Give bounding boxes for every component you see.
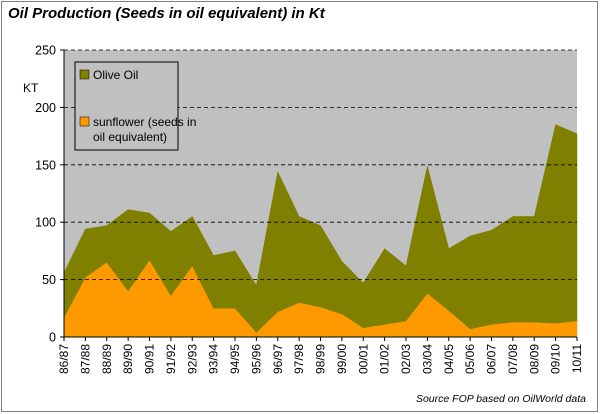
x-tick-label: 94/95 — [228, 344, 242, 374]
legend-label-olive-oil: Olive Oil — [93, 68, 138, 82]
x-tick-label: 05/06 — [463, 344, 477, 374]
x-tick-label: 04/05 — [442, 344, 456, 374]
x-tick-label: 10/11 — [570, 344, 584, 373]
x-tick-label: 93/94 — [207, 344, 221, 374]
x-tick-label: 08/09 — [527, 344, 541, 374]
y-tick-label-50: 50 — [42, 273, 56, 287]
x-tick-label: 95/96 — [249, 344, 263, 374]
legend-label-sunflower-line2: oil equivalent) — [93, 130, 167, 144]
x-tick-label: 87/88 — [78, 344, 92, 374]
x-tick-label: 91/92 — [164, 344, 178, 374]
x-tick-label: 90/91 — [143, 344, 157, 374]
y-tick-label-0: 0 — [49, 331, 56, 345]
y-tick-label-200: 200 — [35, 101, 56, 115]
x-tick-label: 97/98 — [292, 344, 306, 374]
x-tick-label: 06/07 — [485, 344, 499, 374]
y-tick-label-150: 150 — [35, 158, 56, 172]
x-tick-label: 00/01 — [356, 344, 370, 374]
area-olive-oil — [63, 124, 578, 333]
legend-swatch-sunflower — [79, 116, 90, 127]
x-tick-label: 09/10 — [549, 344, 563, 374]
legend-label-sunflower-line1: sunflower (seeds in — [93, 115, 196, 129]
x-tick-label: 03/04 — [420, 344, 434, 374]
x-tick-label: 99/00 — [335, 344, 349, 374]
legend-swatch-olive-oil — [79, 69, 90, 80]
x-tick-label: 86/87 — [57, 344, 71, 374]
x-tick-label: 98/99 — [314, 344, 328, 374]
y-tick-label-100: 100 — [35, 216, 56, 230]
x-tick-label: 07/08 — [506, 344, 520, 374]
x-tick-label: 02/03 — [399, 344, 413, 374]
x-tick-label: 01/02 — [378, 344, 392, 374]
x-tick-label: 88/89 — [100, 344, 114, 374]
chart-title: Oil Production (Seeds in oil equivalent)… — [8, 5, 325, 22]
x-tick-label: 92/93 — [185, 344, 199, 374]
x-tick-label: 89/90 — [121, 344, 135, 374]
legend-box — [74, 61, 179, 151]
y-axis-label: KT — [23, 81, 39, 95]
source-note: Source FOP based on OilWorld data — [415, 393, 586, 405]
x-tick-label: 96/97 — [271, 344, 285, 374]
y-tick-label-250: 250 — [35, 44, 56, 58]
